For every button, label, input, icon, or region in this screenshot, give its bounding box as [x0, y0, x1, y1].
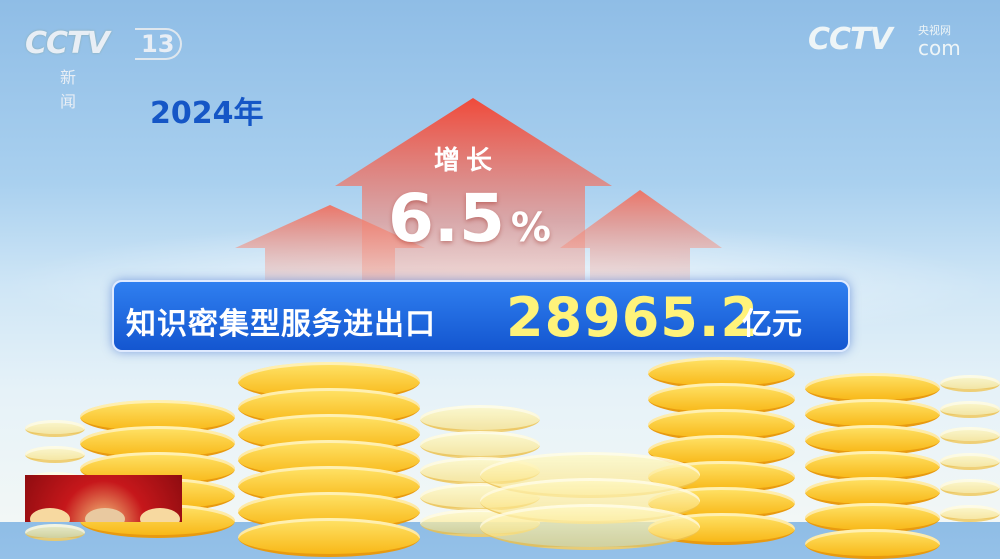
- year-label: 2024年: [150, 96, 264, 131]
- stat-banner: 知识密集型服务进出口 28965.2 亿元: [112, 280, 850, 352]
- cloud-icon: [85, 508, 125, 522]
- coin-icon: [25, 446, 85, 463]
- logo-name: 新闻: [60, 68, 91, 111]
- cloud-icon: [140, 508, 180, 522]
- right-arrow-icon: [560, 190, 722, 290]
- growth-unit: %: [510, 205, 551, 251]
- coin-icon: [940, 505, 1000, 522]
- coin-icon: [420, 405, 540, 433]
- coin-icon: [25, 524, 85, 541]
- coin-icon: [940, 375, 1000, 392]
- banner-unit: 亿元: [742, 307, 802, 342]
- growth-number: 6.5: [388, 180, 505, 257]
- main-arrow-icon: [335, 98, 612, 290]
- coin-icon: [940, 479, 1000, 496]
- cloud-icon: [30, 508, 70, 522]
- logo-number: 13: [135, 28, 183, 60]
- coin-icon: [480, 504, 700, 550]
- growth-value: 6.5%: [388, 180, 551, 257]
- coin-icon: [805, 529, 940, 559]
- growth-label: 增长: [434, 146, 499, 176]
- coin-icon: [940, 453, 1000, 470]
- coin-icon: [420, 431, 540, 459]
- banner-value: 28965.2: [506, 286, 759, 349]
- cctv13-logo: CCTV 13 新闻: [25, 26, 183, 111]
- coin-icon: [25, 420, 85, 437]
- coin-icon: [238, 518, 420, 557]
- watermark-brand: CCTV: [808, 22, 893, 57]
- watermark-suffix: com: [918, 36, 961, 60]
- banner-label: 知识密集型服务进出口: [126, 307, 436, 342]
- logo-brand: CCTV: [25, 26, 110, 61]
- spring-festival-thumbnail: [25, 475, 182, 522]
- watermark-cn: 央视网: [918, 24, 951, 37]
- cctv-com-watermark: CCTV 央视网 com: [808, 22, 961, 60]
- growth-arrows: [235, 98, 722, 290]
- coin-icon: [940, 427, 1000, 444]
- coin-icon: [940, 401, 1000, 418]
